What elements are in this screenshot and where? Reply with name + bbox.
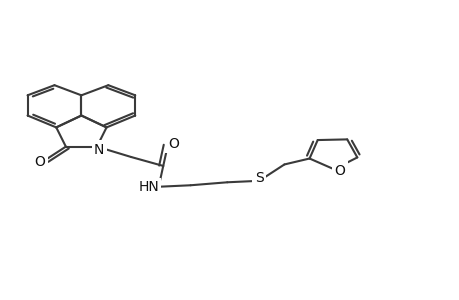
Text: O: O — [168, 137, 179, 151]
Text: N: N — [94, 142, 104, 157]
Text: S: S — [254, 171, 263, 185]
Text: O: O — [34, 155, 45, 170]
Text: HN: HN — [138, 180, 159, 194]
Text: O: O — [334, 164, 345, 178]
